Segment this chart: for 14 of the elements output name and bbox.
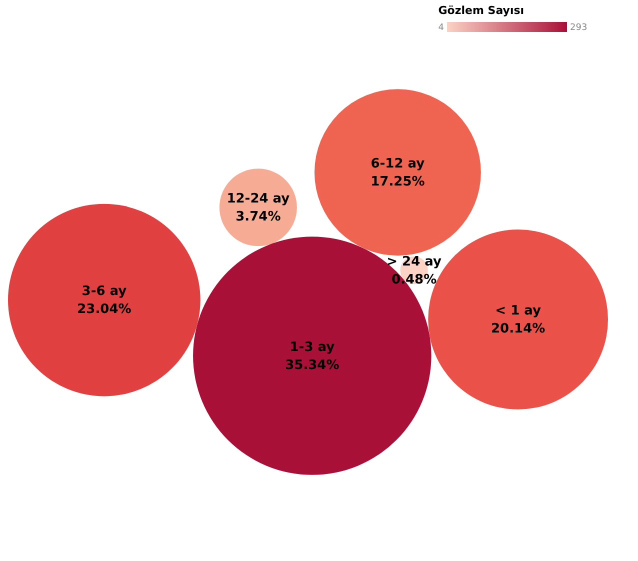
category-label: 12-24 ay [226,191,290,206]
text: 4 [438,23,444,33]
category-label: > 24 ay [386,254,442,270]
data-label: 23.04% [77,302,132,318]
data-label: 3.74% [236,209,281,224]
category-label: < 1 ay [495,303,542,318]
category-label: 1-3 ay [290,340,336,355]
color-bar-title: Gözlem Sayısı [438,4,524,17]
category-label: 3-6 ay [82,284,128,300]
category-label: 6-12 ay [370,156,426,172]
data-label: 35.34% [285,358,340,373]
data-label: 20.14% [490,321,546,336]
text: 293 [570,23,588,33]
data-label: 17.25% [370,174,425,190]
